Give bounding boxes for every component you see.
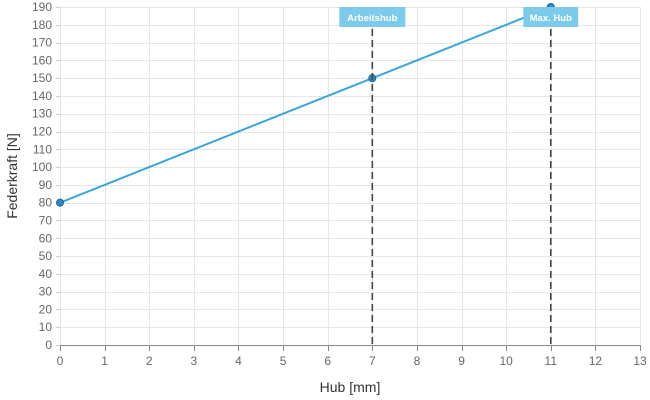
axes bbox=[56, 7, 641, 351]
y-tick-label: 60 bbox=[39, 231, 53, 245]
series-line bbox=[59, 6, 552, 204]
x-axis-title: Hub [mm] bbox=[320, 379, 381, 395]
data-point bbox=[56, 198, 64, 207]
x-tick-label: 9 bbox=[458, 354, 465, 368]
y-tick-label: 90 bbox=[39, 178, 53, 192]
y-tick-label: 70 bbox=[39, 213, 53, 227]
y-tick-label: 110 bbox=[33, 142, 52, 156]
reference-label-box bbox=[339, 7, 406, 27]
x-tick-label: 4 bbox=[235, 354, 242, 368]
y-tick-label: 100 bbox=[32, 160, 52, 174]
x-tick-label: 2 bbox=[146, 354, 153, 368]
x-tick-label: 5 bbox=[280, 354, 287, 368]
y-tick-label: 80 bbox=[39, 196, 53, 210]
y-tick-label: 10 bbox=[39, 320, 53, 334]
y-tick-label: 0 bbox=[45, 338, 52, 352]
x-tick-label: 0 bbox=[57, 354, 64, 368]
series-layer bbox=[56, 3, 555, 207]
y-tick-label: 180 bbox=[32, 18, 52, 32]
x-tick-label: 12 bbox=[589, 354, 603, 368]
reference-lines: Arbeitshub Max. Hub bbox=[339, 7, 579, 345]
y-tick-label: 130 bbox=[32, 107, 52, 121]
x-tick-label: 3 bbox=[191, 354, 198, 368]
reference-label: Max. Hub bbox=[530, 13, 572, 24]
x-tick-label: 1 bbox=[101, 354, 108, 368]
reference-label-box bbox=[523, 7, 579, 27]
reference-label: Arbeitshub bbox=[347, 13, 397, 24]
y-tick-label: 150 bbox=[32, 71, 52, 85]
x-tick-labels: 0 1 2 3 4 5 6 7 8 9 10 11 12 13 bbox=[57, 354, 647, 368]
y-tick-label: 50 bbox=[39, 249, 53, 263]
x-tick-label: 10 bbox=[499, 354, 513, 368]
grid bbox=[60, 7, 641, 345]
x-tick-label: 11 bbox=[545, 354, 558, 368]
y-tick-label: 160 bbox=[32, 53, 52, 67]
y-tick-label: 30 bbox=[39, 285, 53, 299]
y-tick-label: 170 bbox=[32, 36, 52, 50]
y-tick-label: 140 bbox=[32, 89, 52, 103]
x-tick-label: 8 bbox=[414, 354, 421, 368]
y-tick-label: 20 bbox=[39, 302, 53, 316]
y-tick-label: 40 bbox=[39, 267, 53, 281]
x-tick-label: 7 bbox=[369, 354, 376, 368]
y-axis-title: Federkraft [N] bbox=[4, 133, 20, 219]
y-tick-label: 190 bbox=[32, 0, 52, 14]
y-tick-label: 120 bbox=[32, 125, 52, 139]
x-tick-label: 13 bbox=[633, 354, 647, 368]
y-tick-labels: 0 10 20 30 40 50 60 70 80 90 100 110 120 130 140 150 160… bbox=[32, 0, 52, 352]
x-tick-label: 6 bbox=[324, 354, 331, 368]
